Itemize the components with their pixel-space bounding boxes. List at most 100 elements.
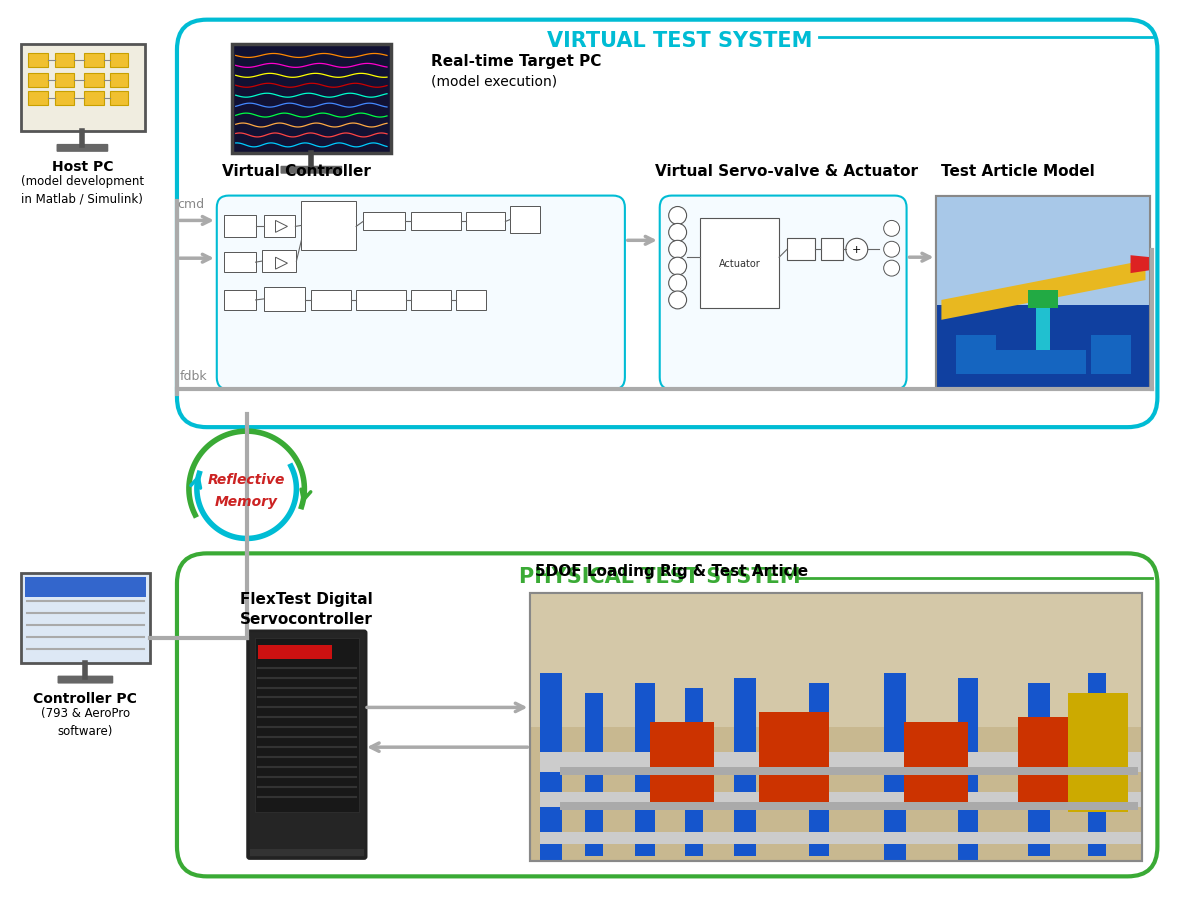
FancyBboxPatch shape: [84, 92, 104, 106]
FancyBboxPatch shape: [264, 216, 295, 238]
Text: Virtual Controller: Virtual Controller: [222, 163, 371, 179]
Circle shape: [668, 224, 686, 242]
FancyBboxPatch shape: [821, 239, 842, 261]
FancyBboxPatch shape: [410, 291, 451, 311]
FancyBboxPatch shape: [1036, 309, 1050, 358]
Polygon shape: [1130, 256, 1151, 274]
FancyBboxPatch shape: [28, 54, 48, 69]
Circle shape: [668, 292, 686, 310]
FancyBboxPatch shape: [510, 206, 540, 234]
FancyBboxPatch shape: [20, 44, 145, 132]
Circle shape: [668, 275, 686, 293]
FancyBboxPatch shape: [883, 673, 906, 861]
Circle shape: [883, 261, 900, 277]
FancyBboxPatch shape: [560, 768, 1138, 775]
FancyBboxPatch shape: [700, 219, 779, 309]
Text: 5DOF Loading Rig & Test Article: 5DOF Loading Rig & Test Article: [535, 563, 809, 579]
FancyBboxPatch shape: [956, 335, 996, 375]
Text: (model execution): (model execution): [431, 74, 557, 88]
FancyBboxPatch shape: [660, 196, 906, 390]
Circle shape: [668, 208, 686, 225]
FancyBboxPatch shape: [1091, 335, 1130, 375]
Text: Real-time Target PC: Real-time Target PC: [431, 54, 601, 70]
Polygon shape: [276, 221, 288, 233]
FancyBboxPatch shape: [356, 291, 406, 311]
Circle shape: [883, 221, 900, 237]
FancyBboxPatch shape: [311, 291, 352, 311]
Circle shape: [846, 239, 868, 261]
FancyBboxPatch shape: [54, 92, 74, 106]
FancyBboxPatch shape: [223, 291, 256, 311]
FancyBboxPatch shape: [1028, 683, 1050, 857]
Circle shape: [668, 241, 686, 259]
FancyBboxPatch shape: [996, 350, 1086, 375]
FancyBboxPatch shape: [56, 144, 108, 153]
FancyBboxPatch shape: [760, 712, 829, 802]
FancyBboxPatch shape: [1028, 291, 1058, 309]
FancyBboxPatch shape: [904, 722, 968, 802]
FancyBboxPatch shape: [959, 678, 978, 861]
FancyBboxPatch shape: [787, 239, 815, 261]
Text: Host PC: Host PC: [52, 160, 113, 173]
FancyBboxPatch shape: [364, 213, 404, 231]
FancyBboxPatch shape: [110, 54, 128, 69]
FancyBboxPatch shape: [301, 201, 356, 251]
FancyBboxPatch shape: [560, 802, 1138, 810]
FancyBboxPatch shape: [936, 196, 1151, 390]
Polygon shape: [276, 258, 288, 270]
Text: Test Article Model: Test Article Model: [942, 163, 1096, 179]
FancyBboxPatch shape: [540, 673, 562, 861]
Polygon shape: [942, 261, 1146, 321]
Text: Reflective: Reflective: [208, 472, 286, 487]
FancyBboxPatch shape: [84, 74, 104, 88]
FancyBboxPatch shape: [54, 54, 74, 69]
FancyBboxPatch shape: [685, 688, 702, 857]
Circle shape: [883, 242, 900, 258]
FancyBboxPatch shape: [254, 638, 359, 812]
FancyBboxPatch shape: [936, 196, 1151, 390]
FancyBboxPatch shape: [247, 631, 366, 859]
FancyBboxPatch shape: [262, 251, 296, 273]
FancyBboxPatch shape: [281, 166, 342, 174]
Text: (model development
in Matlab / Simulink): (model development in Matlab / Simulink): [20, 174, 144, 206]
FancyBboxPatch shape: [1068, 693, 1128, 812]
FancyBboxPatch shape: [217, 196, 625, 390]
Text: fdbk: fdbk: [180, 370, 208, 383]
FancyBboxPatch shape: [1087, 673, 1105, 857]
Text: (793 & AeroPro
software): (793 & AeroPro software): [41, 707, 130, 738]
FancyBboxPatch shape: [530, 593, 1142, 861]
FancyBboxPatch shape: [28, 92, 48, 106]
Text: Virtual Servo-valve & Actuator: Virtual Servo-valve & Actuator: [655, 163, 918, 179]
Text: Actuator: Actuator: [719, 259, 761, 269]
Text: FlexTest Digital: FlexTest Digital: [240, 591, 373, 607]
Text: Servocontroller: Servocontroller: [240, 611, 373, 627]
FancyBboxPatch shape: [1018, 718, 1082, 802]
FancyBboxPatch shape: [540, 752, 1142, 772]
FancyBboxPatch shape: [232, 44, 391, 154]
Circle shape: [668, 258, 686, 275]
FancyBboxPatch shape: [540, 792, 1142, 807]
Text: +: +: [852, 245, 862, 255]
FancyBboxPatch shape: [54, 74, 74, 88]
FancyBboxPatch shape: [223, 253, 256, 273]
Text: VIRTUAL TEST SYSTEM: VIRTUAL TEST SYSTEM: [547, 31, 812, 51]
FancyBboxPatch shape: [25, 578, 146, 598]
FancyBboxPatch shape: [809, 683, 829, 857]
FancyBboxPatch shape: [586, 693, 602, 857]
FancyBboxPatch shape: [84, 54, 104, 69]
FancyBboxPatch shape: [110, 74, 128, 88]
FancyBboxPatch shape: [110, 92, 128, 106]
FancyBboxPatch shape: [540, 832, 1142, 843]
FancyBboxPatch shape: [466, 213, 505, 231]
FancyBboxPatch shape: [58, 675, 113, 684]
Text: cmd: cmd: [176, 199, 204, 211]
FancyBboxPatch shape: [264, 288, 305, 312]
FancyBboxPatch shape: [410, 213, 461, 231]
FancyBboxPatch shape: [635, 683, 655, 857]
FancyBboxPatch shape: [28, 74, 48, 88]
FancyBboxPatch shape: [258, 645, 332, 659]
Text: Controller PC: Controller PC: [34, 691, 137, 704]
FancyBboxPatch shape: [734, 678, 756, 857]
FancyBboxPatch shape: [456, 291, 486, 311]
FancyBboxPatch shape: [223, 216, 256, 238]
